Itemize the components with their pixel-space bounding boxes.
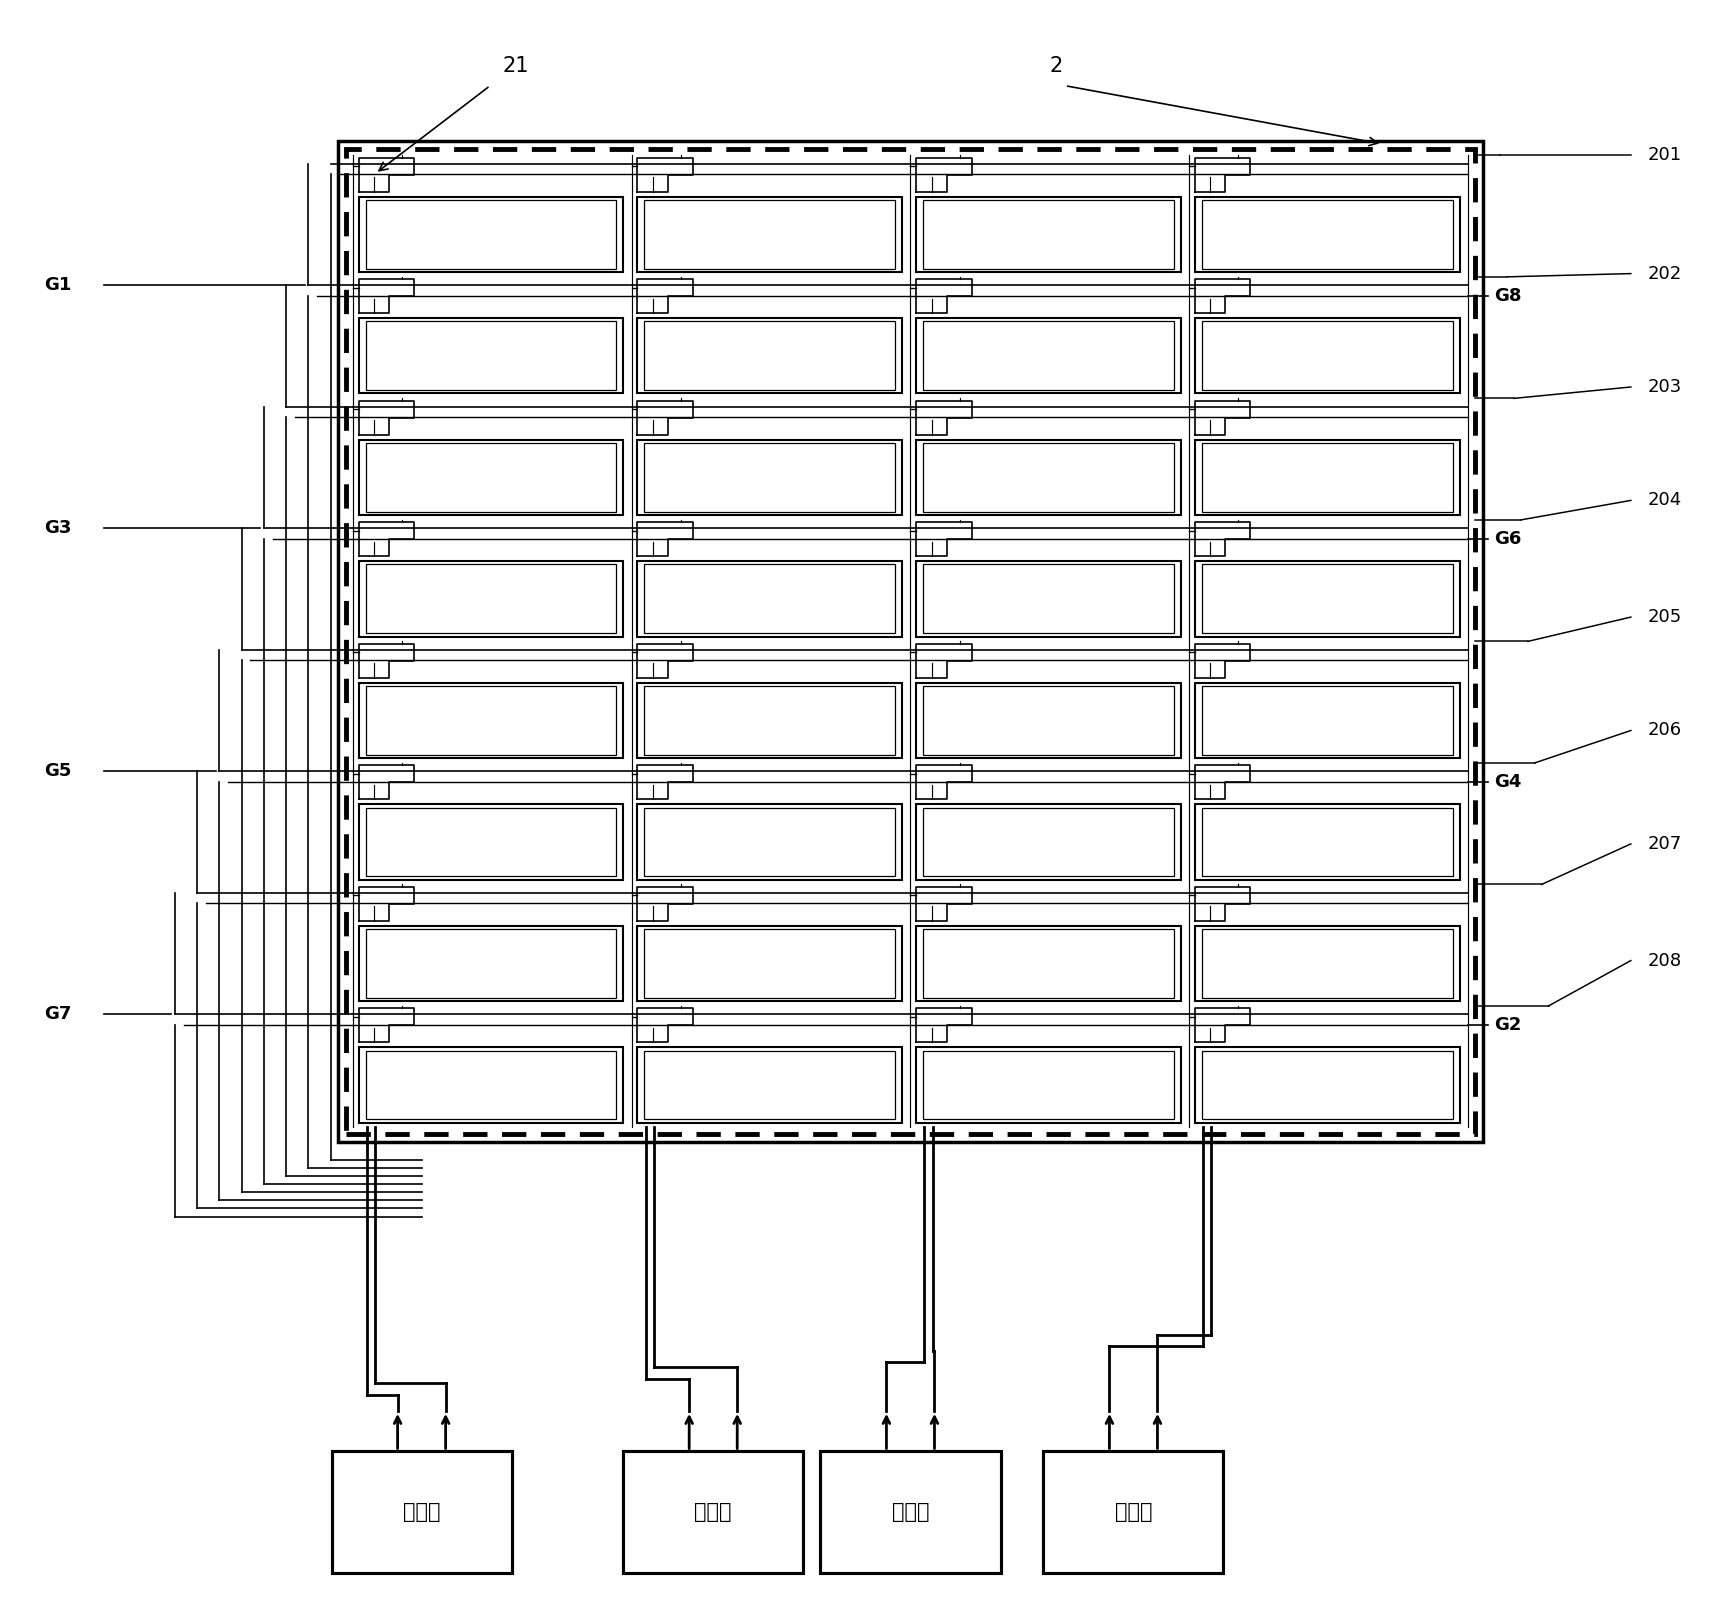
Text: G7: G7 <box>45 1005 72 1024</box>
Bar <box>345 149 1474 1134</box>
Bar <box>923 687 1173 755</box>
Text: 202: 202 <box>1648 265 1682 282</box>
Bar <box>637 925 902 1001</box>
Bar <box>916 683 1180 758</box>
Bar <box>644 928 895 998</box>
Text: 21: 21 <box>503 57 529 76</box>
Bar <box>1194 805 1460 880</box>
Bar <box>644 1050 895 1120</box>
Bar <box>337 141 1483 1143</box>
Bar <box>1201 1050 1453 1120</box>
Bar <box>637 805 902 880</box>
Bar <box>637 196 902 273</box>
Bar <box>916 805 1180 880</box>
Bar <box>1201 565 1453 633</box>
Bar <box>366 808 617 876</box>
Bar <box>1201 443 1453 511</box>
Text: 第一组: 第一组 <box>402 1503 440 1522</box>
Bar <box>366 928 617 998</box>
Text: 206: 206 <box>1648 722 1682 740</box>
Bar <box>359 683 624 758</box>
Bar <box>366 321 617 390</box>
Text: 2: 2 <box>1050 57 1063 76</box>
Bar <box>359 1047 624 1123</box>
Bar <box>923 200 1173 269</box>
Bar <box>644 200 895 269</box>
Bar <box>644 808 895 876</box>
Bar <box>366 200 617 269</box>
Bar <box>923 565 1173 633</box>
Bar <box>1194 1047 1460 1123</box>
Bar <box>637 1047 902 1123</box>
Bar <box>1043 1451 1223 1573</box>
Bar <box>1194 318 1460 393</box>
Bar <box>923 443 1173 511</box>
Bar <box>821 1451 1000 1573</box>
Bar <box>332 1451 512 1573</box>
Bar <box>916 925 1180 1001</box>
Bar <box>637 440 902 514</box>
Text: 201: 201 <box>1648 146 1682 164</box>
Bar <box>644 687 895 755</box>
Bar <box>1201 928 1453 998</box>
Bar <box>366 687 617 755</box>
Text: 第二组: 第二组 <box>694 1503 732 1522</box>
Text: 205: 205 <box>1648 609 1682 626</box>
Bar <box>923 321 1173 390</box>
Bar <box>637 683 902 758</box>
Bar <box>637 562 902 636</box>
Bar <box>923 928 1173 998</box>
Bar <box>1201 321 1453 390</box>
Text: 208: 208 <box>1648 951 1682 969</box>
Text: 204: 204 <box>1648 492 1682 510</box>
Bar <box>1194 196 1460 273</box>
Bar <box>1194 683 1460 758</box>
Bar <box>366 443 617 511</box>
Bar <box>624 1451 804 1573</box>
Bar <box>359 925 624 1001</box>
Bar <box>644 321 895 390</box>
Text: G1: G1 <box>45 276 72 294</box>
Bar <box>359 318 624 393</box>
Text: 第三组: 第三组 <box>892 1503 929 1522</box>
Bar <box>916 1047 1180 1123</box>
Bar <box>1201 200 1453 269</box>
Bar <box>1194 925 1460 1001</box>
Bar <box>923 1050 1173 1120</box>
Text: 203: 203 <box>1648 378 1682 396</box>
Bar <box>366 565 617 633</box>
Text: G6: G6 <box>1493 529 1520 547</box>
Bar <box>366 1050 617 1120</box>
Bar <box>916 440 1180 514</box>
Bar <box>1201 687 1453 755</box>
Bar <box>1201 808 1453 876</box>
Bar <box>644 565 895 633</box>
Bar <box>1194 562 1460 636</box>
Bar <box>359 440 624 514</box>
Bar <box>923 808 1173 876</box>
Bar <box>916 318 1180 393</box>
Bar <box>1194 440 1460 514</box>
Bar <box>916 196 1180 273</box>
Text: G5: G5 <box>45 763 72 781</box>
Text: G8: G8 <box>1493 287 1520 305</box>
Text: G4: G4 <box>1493 773 1520 790</box>
Text: 第四组: 第四组 <box>1115 1503 1153 1522</box>
Bar <box>359 562 624 636</box>
Text: G2: G2 <box>1493 1016 1520 1034</box>
Bar <box>644 443 895 511</box>
Bar <box>359 196 624 273</box>
Text: 207: 207 <box>1648 834 1682 854</box>
Bar <box>916 562 1180 636</box>
Bar <box>637 318 902 393</box>
Bar <box>359 805 624 880</box>
Text: G3: G3 <box>45 519 72 537</box>
